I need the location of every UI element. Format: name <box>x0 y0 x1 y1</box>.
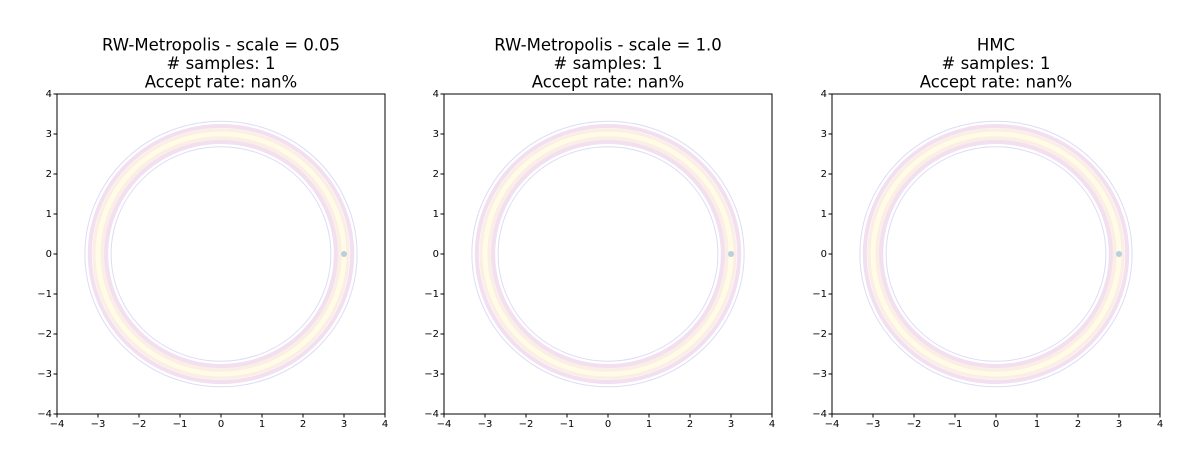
x-tick-label: 3 <box>728 419 734 430</box>
subplot-title: Accept rate: nan% <box>145 73 298 92</box>
x-tick-label: 1 <box>259 419 265 430</box>
subplot-title: RW-Metropolis - scale = 0.05 <box>102 36 340 55</box>
y-tick-label: −1 <box>37 289 52 300</box>
subplot-title: # samples: 1 <box>167 54 276 73</box>
x-tick-label: −4 <box>50 419 65 430</box>
x-tick-label: −1 <box>560 419 575 430</box>
sample-point <box>341 251 347 257</box>
density-contour <box>87 124 355 384</box>
density-contour <box>479 128 737 380</box>
subplot-title: # samples: 1 <box>942 54 1051 73</box>
density-contour <box>875 136 1117 372</box>
density-contour <box>471 120 745 388</box>
x-tick-label: −3 <box>91 419 106 430</box>
density-contour <box>862 124 1130 384</box>
density-contour <box>487 136 729 372</box>
y-tick-label: −4 <box>424 409 439 420</box>
x-tick-label: 2 <box>300 419 306 430</box>
x-tick-label: 2 <box>1075 419 1081 430</box>
y-tick-label: −1 <box>812 289 827 300</box>
y-tick-label: 2 <box>821 169 827 180</box>
x-tick-label: −3 <box>866 419 881 430</box>
x-tick-label: 2 <box>687 419 693 430</box>
x-tick-label: 1 <box>646 419 652 430</box>
subplot-title: # samples: 1 <box>554 54 663 73</box>
y-tick-label: 1 <box>433 209 439 220</box>
density-contour <box>92 128 350 380</box>
x-tick-label: 3 <box>1116 419 1122 430</box>
density-contour <box>84 120 358 388</box>
density-contour <box>870 131 1122 377</box>
x-tick-label: 0 <box>993 419 999 430</box>
y-tick-label: 4 <box>46 89 52 100</box>
y-tick-label: 1 <box>821 209 827 220</box>
x-tick-label: −3 <box>478 419 493 430</box>
y-tick-label: 3 <box>821 129 827 140</box>
y-tick-label: −4 <box>812 409 827 420</box>
density-contour <box>879 140 1113 368</box>
density-contour <box>110 146 332 362</box>
density-contour <box>867 128 1125 380</box>
subplot-title: Accept rate: nan% <box>532 73 685 92</box>
x-tick-label: −2 <box>907 419 922 430</box>
x-tick-label: 0 <box>605 419 611 430</box>
y-tick-label: 4 <box>433 89 439 100</box>
y-tick-label: 3 <box>433 129 439 140</box>
density-contour <box>497 146 719 362</box>
y-tick-label: 3 <box>46 129 52 140</box>
sample-point <box>1116 251 1122 257</box>
y-tick-label: 2 <box>46 169 52 180</box>
x-tick-label: −2 <box>519 419 534 430</box>
y-tick-label: 1 <box>46 209 52 220</box>
sample-point <box>728 251 734 257</box>
x-tick-label: 4 <box>769 419 775 430</box>
x-tick-label: 4 <box>382 419 388 430</box>
subplot: RW-Metropolis - scale = 0.05# samples: 1… <box>37 36 388 431</box>
y-tick-label: 0 <box>821 249 827 260</box>
y-tick-label: −2 <box>37 329 52 340</box>
subplot-title: Accept rate: nan% <box>920 73 1073 92</box>
subplot: RW-Metropolis - scale = 1.0# samples: 1A… <box>424 36 775 431</box>
density-contour <box>885 146 1107 362</box>
y-tick-label: −4 <box>37 409 52 420</box>
x-tick-label: 0 <box>218 419 224 430</box>
y-tick-label: 0 <box>433 249 439 260</box>
subplot-title: HMC <box>977 36 1015 55</box>
x-tick-label: 1 <box>1034 419 1040 430</box>
y-tick-label: 2 <box>433 169 439 180</box>
y-tick-label: −3 <box>812 369 827 380</box>
x-tick-label: −2 <box>132 419 147 430</box>
x-tick-label: 3 <box>341 419 347 430</box>
y-tick-label: 0 <box>46 249 52 260</box>
y-tick-label: 4 <box>821 89 827 100</box>
density-contour <box>482 131 734 377</box>
density-contour <box>859 120 1133 388</box>
x-tick-label: −4 <box>437 419 452 430</box>
y-tick-label: −3 <box>37 369 52 380</box>
subplot-title: RW-Metropolis - scale = 1.0 <box>494 36 722 55</box>
density-contour <box>474 124 742 384</box>
density-contour <box>104 140 338 368</box>
y-tick-label: −3 <box>424 369 439 380</box>
density-contour <box>491 140 725 368</box>
x-tick-label: −1 <box>948 419 963 430</box>
density-contour <box>100 136 342 372</box>
x-tick-label: −1 <box>173 419 188 430</box>
y-tick-label: −1 <box>424 289 439 300</box>
y-tick-label: −2 <box>812 329 827 340</box>
density-contour <box>95 131 347 377</box>
x-tick-label: 4 <box>1157 419 1163 430</box>
x-tick-label: −4 <box>825 419 840 430</box>
y-tick-label: −2 <box>424 329 439 340</box>
